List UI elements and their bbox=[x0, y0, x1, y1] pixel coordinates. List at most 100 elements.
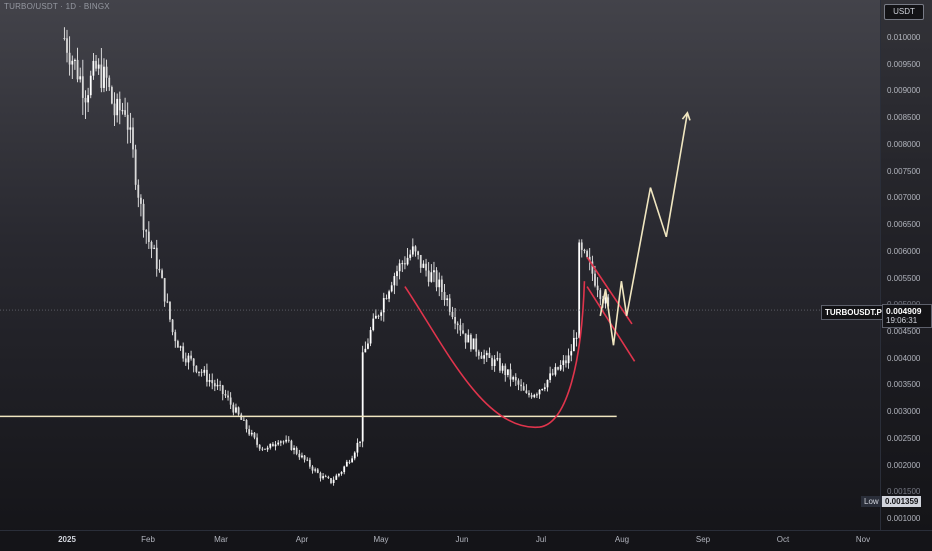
candle-body bbox=[406, 257, 409, 265]
candle-body bbox=[285, 439, 288, 442]
candle-body bbox=[140, 197, 142, 204]
candle bbox=[129, 112, 132, 144]
candle-body bbox=[514, 377, 517, 381]
price-tick-label: 0.001000 bbox=[887, 514, 921, 523]
candle bbox=[359, 441, 361, 447]
candle bbox=[578, 239, 581, 339]
candle bbox=[261, 446, 264, 452]
candle-body bbox=[404, 263, 406, 265]
time-label: Sep bbox=[695, 535, 711, 544]
candle-body bbox=[145, 230, 148, 232]
candle-body bbox=[440, 279, 443, 292]
candle bbox=[306, 457, 309, 462]
candle-body bbox=[314, 469, 317, 471]
candles-layer bbox=[63, 27, 610, 486]
candle-body bbox=[559, 364, 562, 370]
candle-body bbox=[356, 442, 359, 453]
candle bbox=[340, 471, 343, 476]
projection-path bbox=[599, 112, 689, 346]
candle-body bbox=[184, 358, 187, 363]
candle-body bbox=[319, 472, 322, 479]
candle-body bbox=[322, 476, 324, 479]
candle bbox=[184, 352, 187, 366]
candle bbox=[330, 477, 332, 485]
candle bbox=[414, 245, 417, 257]
projection-arrowhead bbox=[681, 111, 691, 121]
price-axis[interactable] bbox=[880, 0, 932, 530]
candle-body bbox=[578, 242, 581, 338]
candle-body bbox=[562, 360, 565, 365]
candle-body bbox=[338, 473, 340, 476]
candle bbox=[356, 438, 359, 457]
candle-body bbox=[174, 332, 177, 342]
candle bbox=[258, 444, 261, 451]
candle-body bbox=[607, 297, 610, 307]
candle-body bbox=[63, 38, 66, 39]
currency-unit-badge[interactable]: USDT bbox=[884, 4, 924, 20]
candle bbox=[430, 264, 433, 283]
chart-svg[interactable] bbox=[0, 0, 880, 530]
candle-body bbox=[345, 461, 348, 467]
candle-body bbox=[580, 242, 583, 250]
candle bbox=[311, 465, 314, 474]
candle bbox=[501, 363, 504, 374]
candle bbox=[422, 260, 425, 269]
candle-body bbox=[409, 254, 412, 258]
candle bbox=[411, 238, 414, 257]
candle-body bbox=[462, 330, 464, 334]
candle bbox=[588, 248, 591, 271]
candle bbox=[433, 261, 435, 283]
candle-body bbox=[586, 251, 588, 257]
candle bbox=[84, 90, 87, 119]
candle-body bbox=[235, 407, 237, 413]
candle bbox=[103, 58, 105, 93]
candle-body bbox=[594, 273, 596, 286]
candle bbox=[543, 383, 546, 392]
candle bbox=[272, 442, 274, 447]
candle bbox=[512, 375, 515, 382]
candle bbox=[477, 349, 480, 360]
candle-body bbox=[155, 247, 158, 269]
candle bbox=[388, 289, 390, 303]
candle bbox=[208, 373, 211, 387]
candle-body bbox=[274, 444, 277, 447]
chart-area[interactable] bbox=[0, 0, 880, 530]
candle-body bbox=[68, 52, 71, 65]
candle-body bbox=[364, 348, 367, 353]
candle bbox=[327, 475, 330, 479]
candle bbox=[345, 459, 348, 467]
bar-countdown: 19:06:31 bbox=[886, 316, 918, 325]
candle-body bbox=[361, 352, 364, 442]
candle bbox=[79, 67, 82, 83]
candle-body bbox=[87, 95, 90, 103]
candle bbox=[575, 332, 578, 347]
candle-body bbox=[541, 389, 544, 391]
candle bbox=[108, 75, 111, 91]
candle bbox=[308, 457, 311, 469]
candle bbox=[105, 59, 108, 92]
candle bbox=[451, 306, 454, 320]
candle-body bbox=[74, 59, 76, 61]
candle bbox=[522, 382, 525, 391]
candle bbox=[163, 277, 166, 307]
candle-body bbox=[459, 325, 462, 331]
candle-body bbox=[166, 301, 169, 303]
candle bbox=[319, 471, 322, 482]
candle-body bbox=[509, 369, 512, 380]
candle bbox=[155, 239, 158, 277]
candle bbox=[396, 265, 398, 286]
candle bbox=[567, 348, 570, 369]
candle bbox=[562, 355, 565, 372]
candle bbox=[169, 301, 171, 323]
candle bbox=[176, 339, 179, 348]
candle-body bbox=[187, 355, 190, 363]
candle bbox=[287, 436, 290, 443]
candle bbox=[361, 345, 364, 448]
candle-body bbox=[396, 271, 398, 277]
time-axis[interactable] bbox=[0, 530, 932, 551]
candle bbox=[504, 363, 507, 382]
candle bbox=[546, 379, 549, 392]
candle bbox=[74, 58, 76, 70]
candle bbox=[369, 326, 372, 347]
candle-body bbox=[414, 246, 417, 252]
